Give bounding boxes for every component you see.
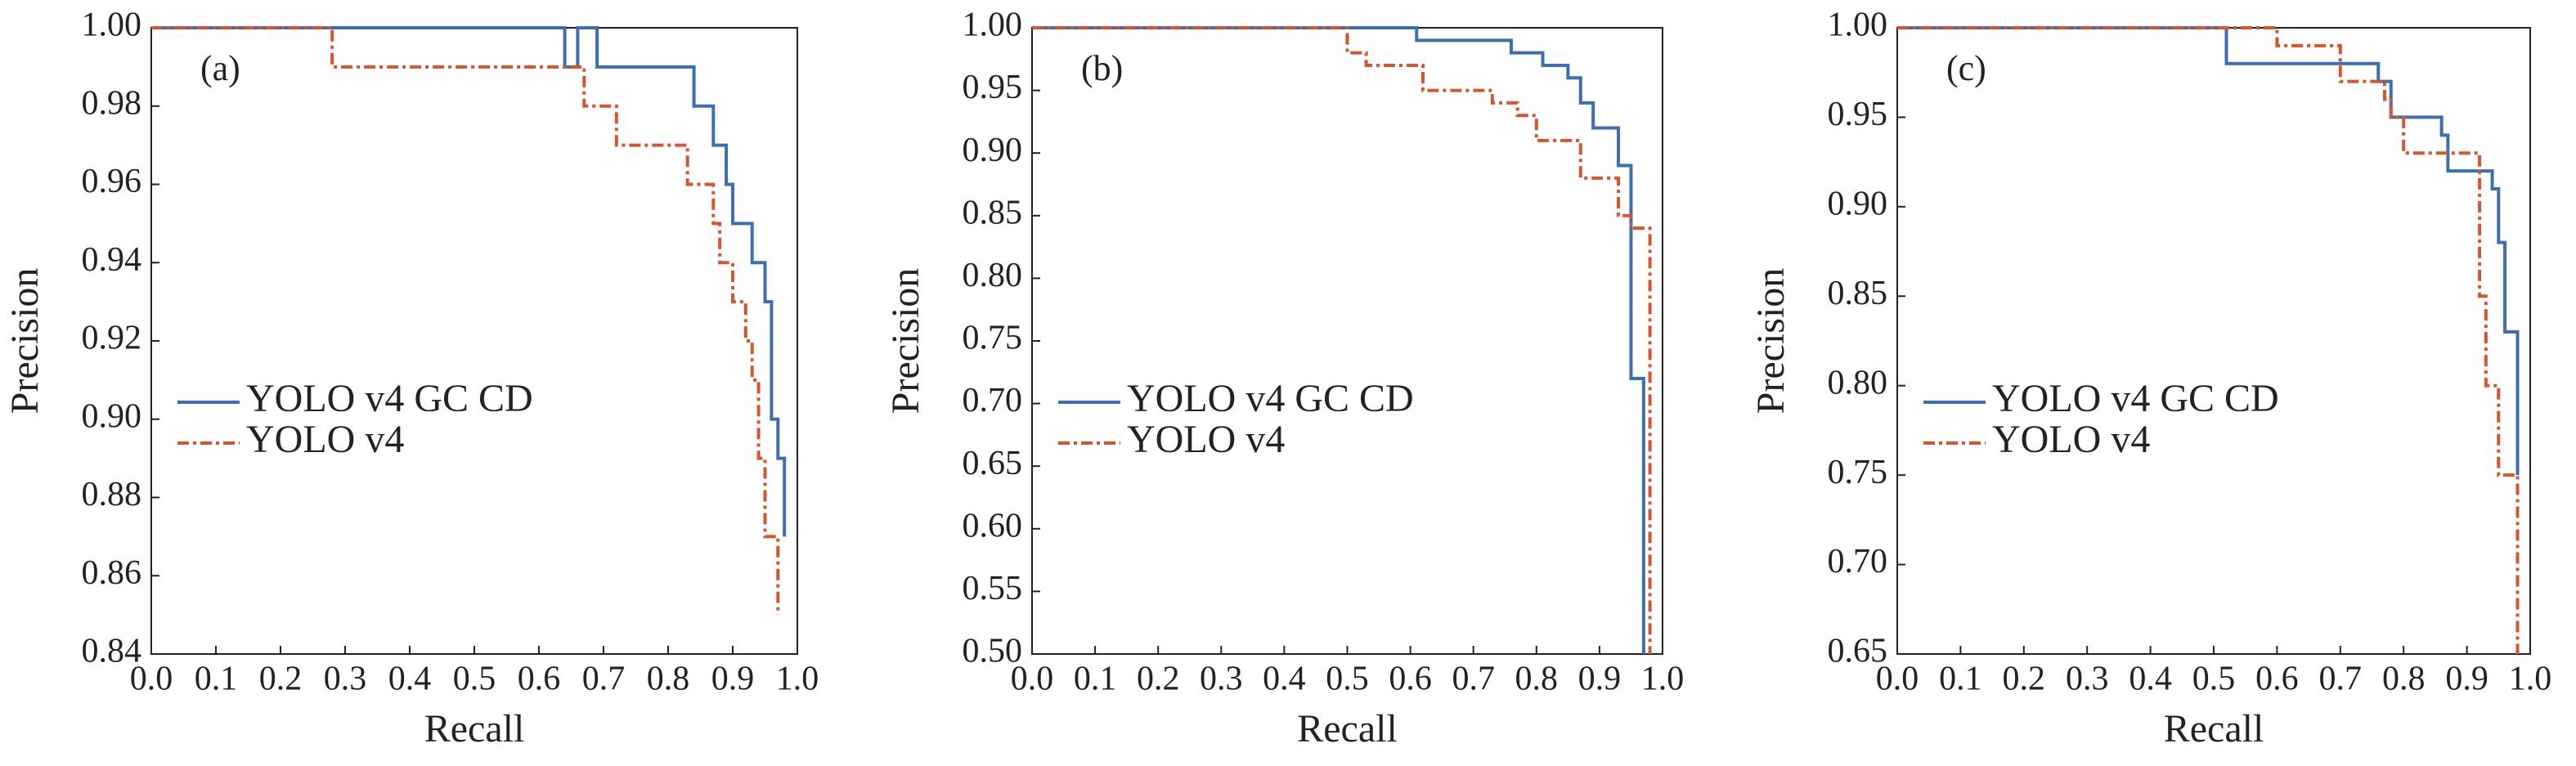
x-tick-label: 0.7 <box>1452 661 1495 698</box>
panel-annotation: (b) <box>1081 48 1123 88</box>
x-tick-label: 0.4 <box>388 661 432 698</box>
x-tick-label: 0.7 <box>582 661 626 698</box>
x-tick-label: 0.7 <box>2319 661 2363 698</box>
series-line <box>1032 26 1652 654</box>
x-tick-label: 0.8 <box>1515 661 1559 698</box>
y-tick-label: 0.86 <box>82 554 142 592</box>
y-tick-label: 0.90 <box>82 397 142 435</box>
panel: 0.0 0.1 0.2 0.3 0.4 0.5 0.6 0.7 0.8 0.9 1.0 0.65 0.7… <box>1749 7 2551 750</box>
y-tick-label: 0.75 <box>963 320 1023 357</box>
x-tick-label: 0.8 <box>647 661 690 698</box>
x-tick-label: 0.2 <box>2003 661 2046 698</box>
x-tick-label: 0.3 <box>324 661 367 698</box>
x-tick-label: 0.2 <box>1137 661 1180 698</box>
x-tick-label: 0.5 <box>2192 661 2236 698</box>
y-axis-label: Precision <box>884 268 927 414</box>
y-tick-label: 0.90 <box>1828 185 1888 222</box>
legend-label: YOLO v4 <box>246 418 404 461</box>
y-axis-label: Precision <box>3 268 47 414</box>
x-tick-label: 0.5 <box>1326 661 1369 698</box>
series-line <box>1897 26 2520 476</box>
y-tick-label: 0.85 <box>963 194 1023 231</box>
x-axis-label: Recall <box>424 707 525 750</box>
y-tick-label: 0.90 <box>963 132 1023 169</box>
series-line <box>1032 26 1645 654</box>
x-tick-label: 0.1 <box>195 661 238 698</box>
x-tick-label: 0.0 <box>1876 661 1919 698</box>
y-tick-label: 0.60 <box>963 507 1023 544</box>
y-tick-label: 0.84 <box>82 633 142 670</box>
x-tick-label: 1.0 <box>1641 661 1685 698</box>
plot-frame <box>1896 27 2531 655</box>
y-tick-label: 0.92 <box>82 320 142 357</box>
panel: 0.0 0.1 0.2 0.3 0.4 0.5 0.6 0.7 0.8 0.9 1.0 0.50 0.5… <box>884 7 1684 750</box>
x-tick-label: 0.4 <box>1263 661 1306 698</box>
legend-label: YOLO v4 GC CD <box>1992 377 2279 420</box>
x-tick-label: 0.3 <box>2066 661 2109 698</box>
x-tick-label: 0.6 <box>2255 661 2299 698</box>
y-tick-label: 0.95 <box>1828 96 1888 133</box>
plot-frame <box>150 27 798 655</box>
x-tick-label: 0.6 <box>518 661 561 698</box>
y-tick-label: 0.55 <box>963 570 1023 607</box>
x-tick-label: 0.3 <box>1200 661 1243 698</box>
y-tick-label: 0.98 <box>82 84 142 122</box>
x-tick-label: 0.0 <box>130 661 173 698</box>
x-tick-label: 0.5 <box>453 661 496 698</box>
x-axis-label: Recall <box>1297 707 1398 750</box>
legend-label: YOLO v4 <box>1992 418 2150 461</box>
y-tick-label: 0.85 <box>1828 275 1888 312</box>
x-tick-label: 0.9 <box>711 661 755 698</box>
series-line <box>1897 26 2520 654</box>
x-tick-label: 0.9 <box>2445 661 2488 698</box>
x-tick-label: 0.0 <box>1011 661 1054 698</box>
x-tick-label: 1.0 <box>2509 661 2552 698</box>
y-tick-label: 0.95 <box>963 69 1023 106</box>
y-tick-label: 0.88 <box>82 476 142 513</box>
y-tick-label: 0.65 <box>1828 633 1888 670</box>
y-tick-label: 0.80 <box>1828 364 1888 401</box>
y-tick-label: 0.65 <box>963 445 1023 482</box>
x-tick-label: 1.0 <box>776 661 819 698</box>
x-tick-label: 0.2 <box>259 661 303 698</box>
y-tick-label: 0.70 <box>1828 543 1888 580</box>
x-tick-label: 0.9 <box>1578 661 1622 698</box>
y-tick-label: 0.75 <box>1828 454 1888 491</box>
y-tick-label: 0.94 <box>82 241 142 279</box>
series-line <box>151 26 780 616</box>
y-tick-label: 1.00 <box>1828 7 1888 44</box>
panel-annotation: (a) <box>200 48 240 88</box>
x-tick-label: 0.6 <box>1389 661 1432 698</box>
x-tick-label: 0.4 <box>2129 661 2172 698</box>
legend-label: YOLO v4 GC CD <box>1127 377 1414 420</box>
y-tick-label: 1.00 <box>963 7 1023 44</box>
series-line <box>151 26 787 537</box>
plot-frame <box>1031 27 1663 655</box>
y-tick-label: 0.50 <box>963 633 1023 670</box>
y-tick-label: 0.96 <box>82 163 142 200</box>
legend-label: YOLO v4 <box>1127 418 1285 461</box>
y-axis-label: Precision <box>1749 268 1793 414</box>
x-tick-label: 0.1 <box>1939 661 1982 698</box>
panel-annotation: (c) <box>1946 48 1986 88</box>
y-tick-label: 0.70 <box>963 382 1023 419</box>
panel: 0.0 0.1 0.2 0.3 0.4 0.5 0.6 0.7 0.8 0.9 1.0 0.84 0.8… <box>3 7 819 750</box>
y-tick-label: 0.80 <box>963 257 1023 294</box>
y-tick-label: 1.00 <box>82 7 142 44</box>
x-axis-label: Recall <box>2164 707 2264 750</box>
legend-label: YOLO v4 GC CD <box>246 377 533 420</box>
x-tick-label: 0.8 <box>2382 661 2426 698</box>
x-tick-label: 0.1 <box>1074 661 1117 698</box>
